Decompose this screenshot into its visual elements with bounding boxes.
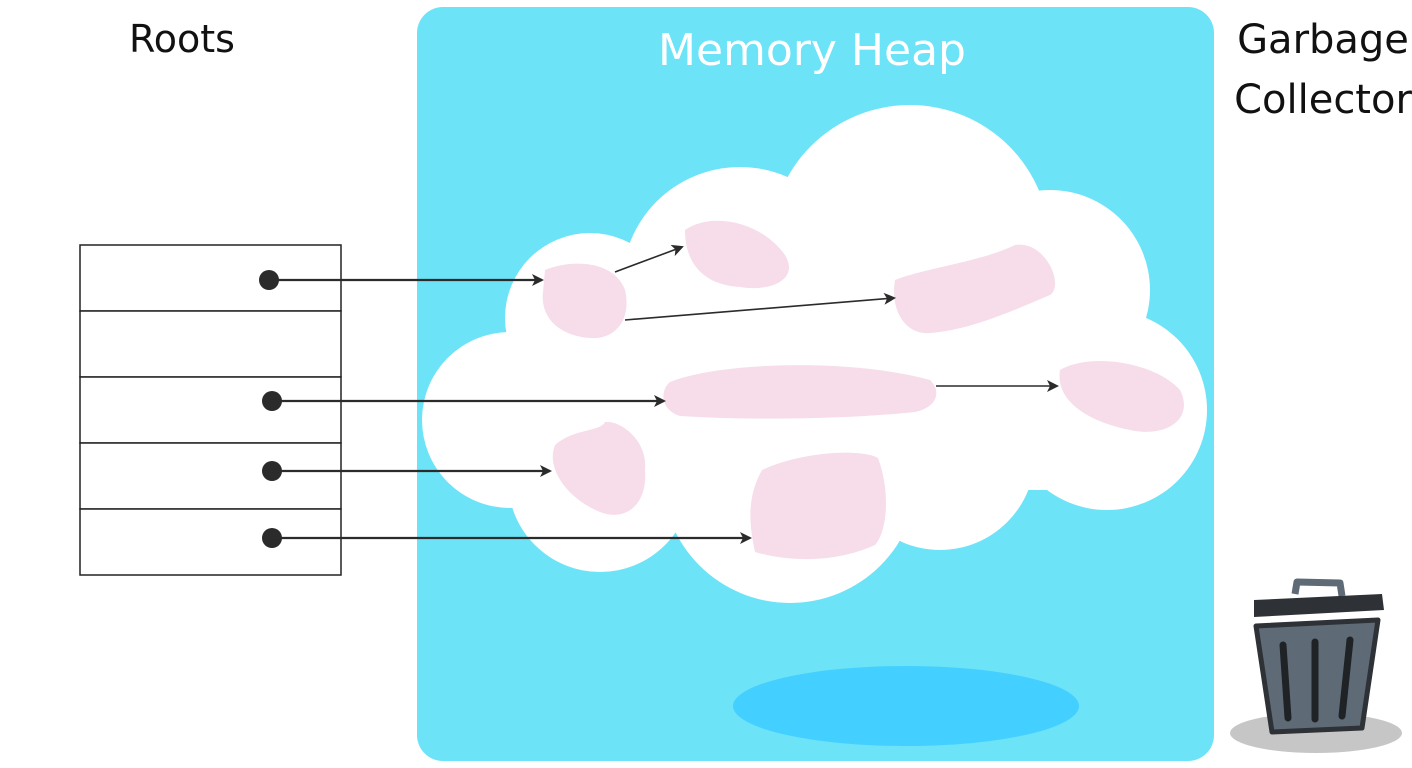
heap-object-e: [1059, 360, 1184, 432]
garbage-collector-label-line1: Garbage: [1237, 17, 1409, 63]
root-slot-1: [79, 244, 342, 312]
memory-heap-label: Memory Heap: [658, 25, 966, 76]
trash-can-icon: [1230, 578, 1402, 753]
arrow-obj-a-to-obj-c: [624, 292, 896, 321]
root-slot-5: [79, 508, 342, 576]
root-slot-2: [79, 310, 342, 378]
roots-label: Roots: [129, 17, 235, 61]
root-slot-3: [79, 376, 342, 444]
heap-object-a: [542, 263, 627, 339]
heap-object-b: [685, 220, 789, 289]
root-slot-4: [79, 442, 342, 510]
heap-object-c: [894, 244, 1056, 334]
arrow-obj-a-to-obj-b: [614, 244, 684, 273]
heap-object-f: [552, 421, 646, 515]
reference-arrows: [269, 244, 1059, 544]
heap-objects: [542, 220, 1184, 560]
heap-floor-shadow: [733, 666, 1079, 746]
heap-object-d: [663, 365, 937, 419]
garbage-collector-label-line2: Collector: [1234, 77, 1412, 123]
roots-table: [79, 244, 342, 576]
heap-object-g: [750, 452, 886, 560]
